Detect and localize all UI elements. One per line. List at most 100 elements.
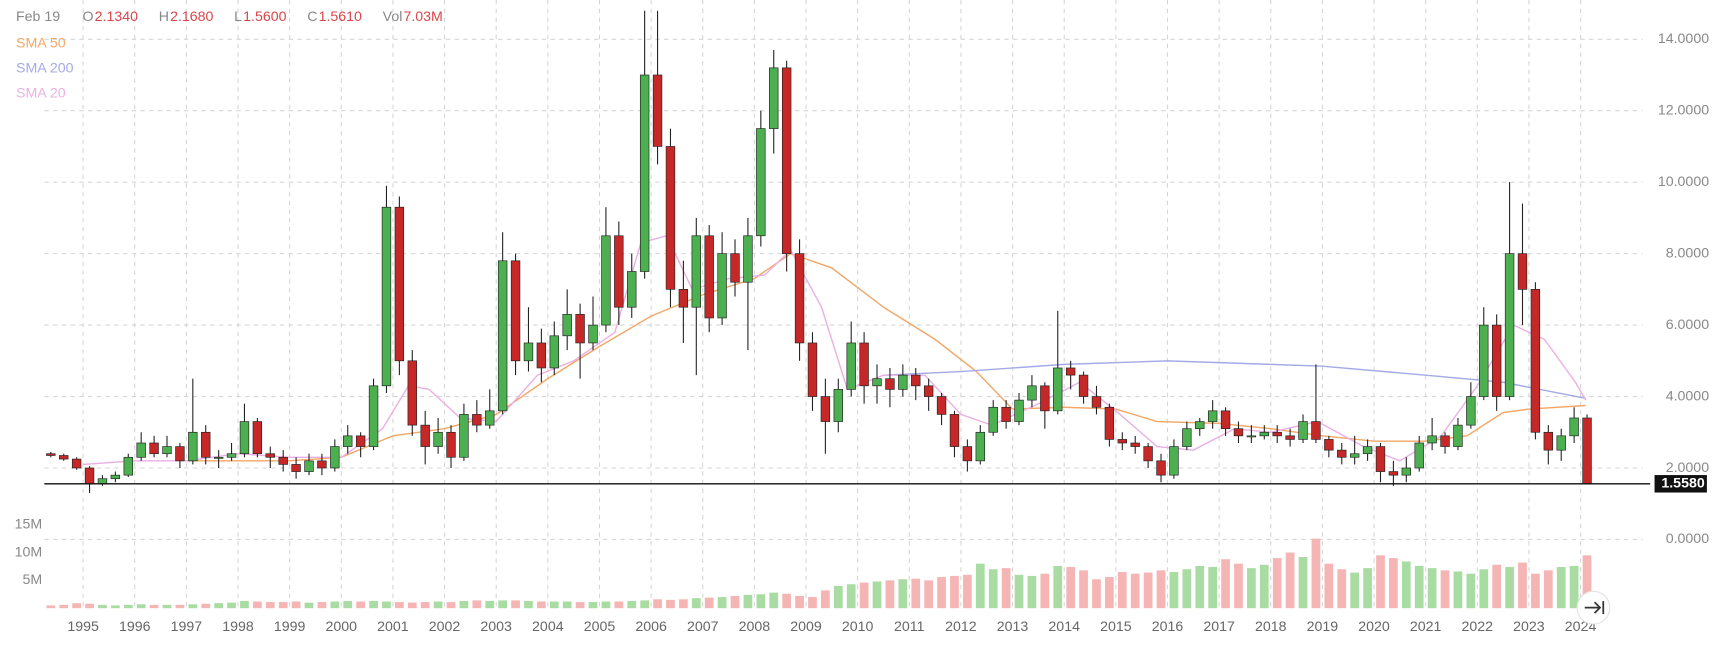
volume-bar	[485, 600, 495, 609]
candle-body	[1311, 421, 1321, 440]
volume-bar	[1053, 565, 1063, 609]
candle-body	[704, 235, 714, 319]
candle-body	[678, 289, 689, 308]
y-tick-label: 8.0000	[1666, 245, 1709, 261]
volume-bar	[72, 603, 82, 609]
volume-bar	[1518, 562, 1527, 609]
volume-bar	[1311, 538, 1321, 609]
candle-body	[1014, 399, 1024, 422]
candle-body	[1453, 424, 1463, 447]
candle-body	[59, 455, 69, 460]
candle-body	[756, 128, 766, 237]
volume-bar	[1350, 572, 1360, 609]
x-tick-label: 2010	[842, 619, 874, 635]
candle-body	[1401, 467, 1411, 476]
x-tick-label: 2016	[1152, 619, 1184, 635]
candle-body	[1272, 431, 1282, 437]
volume-bar	[498, 600, 508, 609]
volume-bar	[898, 579, 908, 609]
candle-body	[1285, 435, 1295, 440]
volume-bar	[1543, 570, 1553, 609]
volume-bar	[924, 580, 934, 609]
volume-bar	[1001, 568, 1011, 609]
scroll-button-icon[interactable]	[1584, 601, 1605, 615]
x-tick-label: 2023	[1513, 619, 1545, 635]
candle-body	[1104, 406, 1115, 440]
candle-body	[1517, 253, 1528, 290]
candle-body	[523, 342, 534, 362]
volume-bar	[214, 603, 224, 609]
candle-body	[833, 389, 843, 422]
legend-label: SMA 200	[16, 60, 74, 76]
x-tick-label: 1999	[274, 619, 306, 635]
candle-body	[265, 453, 275, 458]
volume-bar	[821, 590, 830, 609]
candle-body	[188, 431, 198, 462]
y-tick-label: 14.0000	[1658, 31, 1709, 47]
volume-bar	[1221, 559, 1230, 609]
candle-body	[820, 396, 831, 422]
candle-body	[536, 342, 547, 369]
candle-body	[1233, 428, 1244, 437]
candle-body	[1091, 396, 1102, 408]
volume-bar	[1466, 573, 1476, 609]
volume-bar	[291, 601, 301, 609]
candle-body	[330, 446, 340, 469]
candle-body	[252, 421, 263, 455]
volume-bar	[911, 578, 921, 609]
candle-body	[1169, 446, 1179, 476]
volume-bar	[988, 569, 998, 609]
candle-body	[1298, 421, 1308, 440]
candle-body	[988, 406, 998, 433]
volume-bar	[549, 601, 559, 609]
volume-bar	[1027, 575, 1037, 609]
scroll-button[interactable]	[1576, 590, 1611, 625]
volume-bar	[1156, 570, 1166, 609]
last-price-box	[1654, 475, 1707, 493]
candle-body	[549, 335, 559, 369]
candle-body	[652, 74, 663, 147]
candle-body	[420, 424, 430, 447]
volume-bar	[1324, 563, 1334, 609]
candle-body	[497, 260, 508, 412]
volume-bar	[59, 604, 69, 609]
volume-tick-label: 15M	[15, 516, 43, 532]
x-tick-label: 2005	[584, 619, 616, 635]
labels: Feb 19 O 2.1340 H 2.1680 L 1.5600 C 1.5610 Vol 7.…	[15, 9, 1710, 635]
candle-body	[898, 374, 908, 390]
candle-body	[1375, 446, 1386, 472]
volume-bar	[601, 601, 611, 609]
header-value: 1.5600	[243, 9, 286, 25]
volume-bar	[1389, 558, 1398, 609]
volume-bar	[524, 600, 533, 609]
x-tick-label: 2017	[1203, 619, 1235, 635]
candle-body	[84, 467, 95, 485]
header-key: C	[307, 9, 317, 25]
volume-bar	[666, 599, 675, 609]
y-tick-label: 12.0000	[1658, 102, 1709, 118]
overlays	[83, 234, 1587, 466]
candle-body	[343, 435, 353, 447]
volume-bar	[1040, 573, 1050, 609]
candle-body	[1001, 406, 1011, 422]
volume-bar	[46, 605, 56, 609]
x-tick-label: 2011	[894, 619, 925, 635]
volume-bar	[330, 601, 340, 609]
candle-body	[807, 342, 818, 397]
candle-body	[562, 314, 572, 337]
volume-bar	[562, 601, 572, 609]
candle-body	[601, 235, 611, 326]
candle-body	[1530, 289, 1541, 433]
volume-bar	[1272, 558, 1282, 609]
sma-line	[883, 360, 1586, 399]
volume-bar	[1427, 568, 1437, 609]
candle-body	[1491, 324, 1502, 397]
volume-bar	[356, 601, 366, 609]
candle-body	[1156, 460, 1166, 476]
y-tick-label: 2.0000	[1666, 460, 1709, 476]
volume-bar	[537, 601, 546, 609]
volume-bar	[769, 592, 779, 609]
volume-bar	[1337, 569, 1347, 609]
candle-body	[1569, 417, 1579, 437]
candle-body	[304, 460, 314, 472]
